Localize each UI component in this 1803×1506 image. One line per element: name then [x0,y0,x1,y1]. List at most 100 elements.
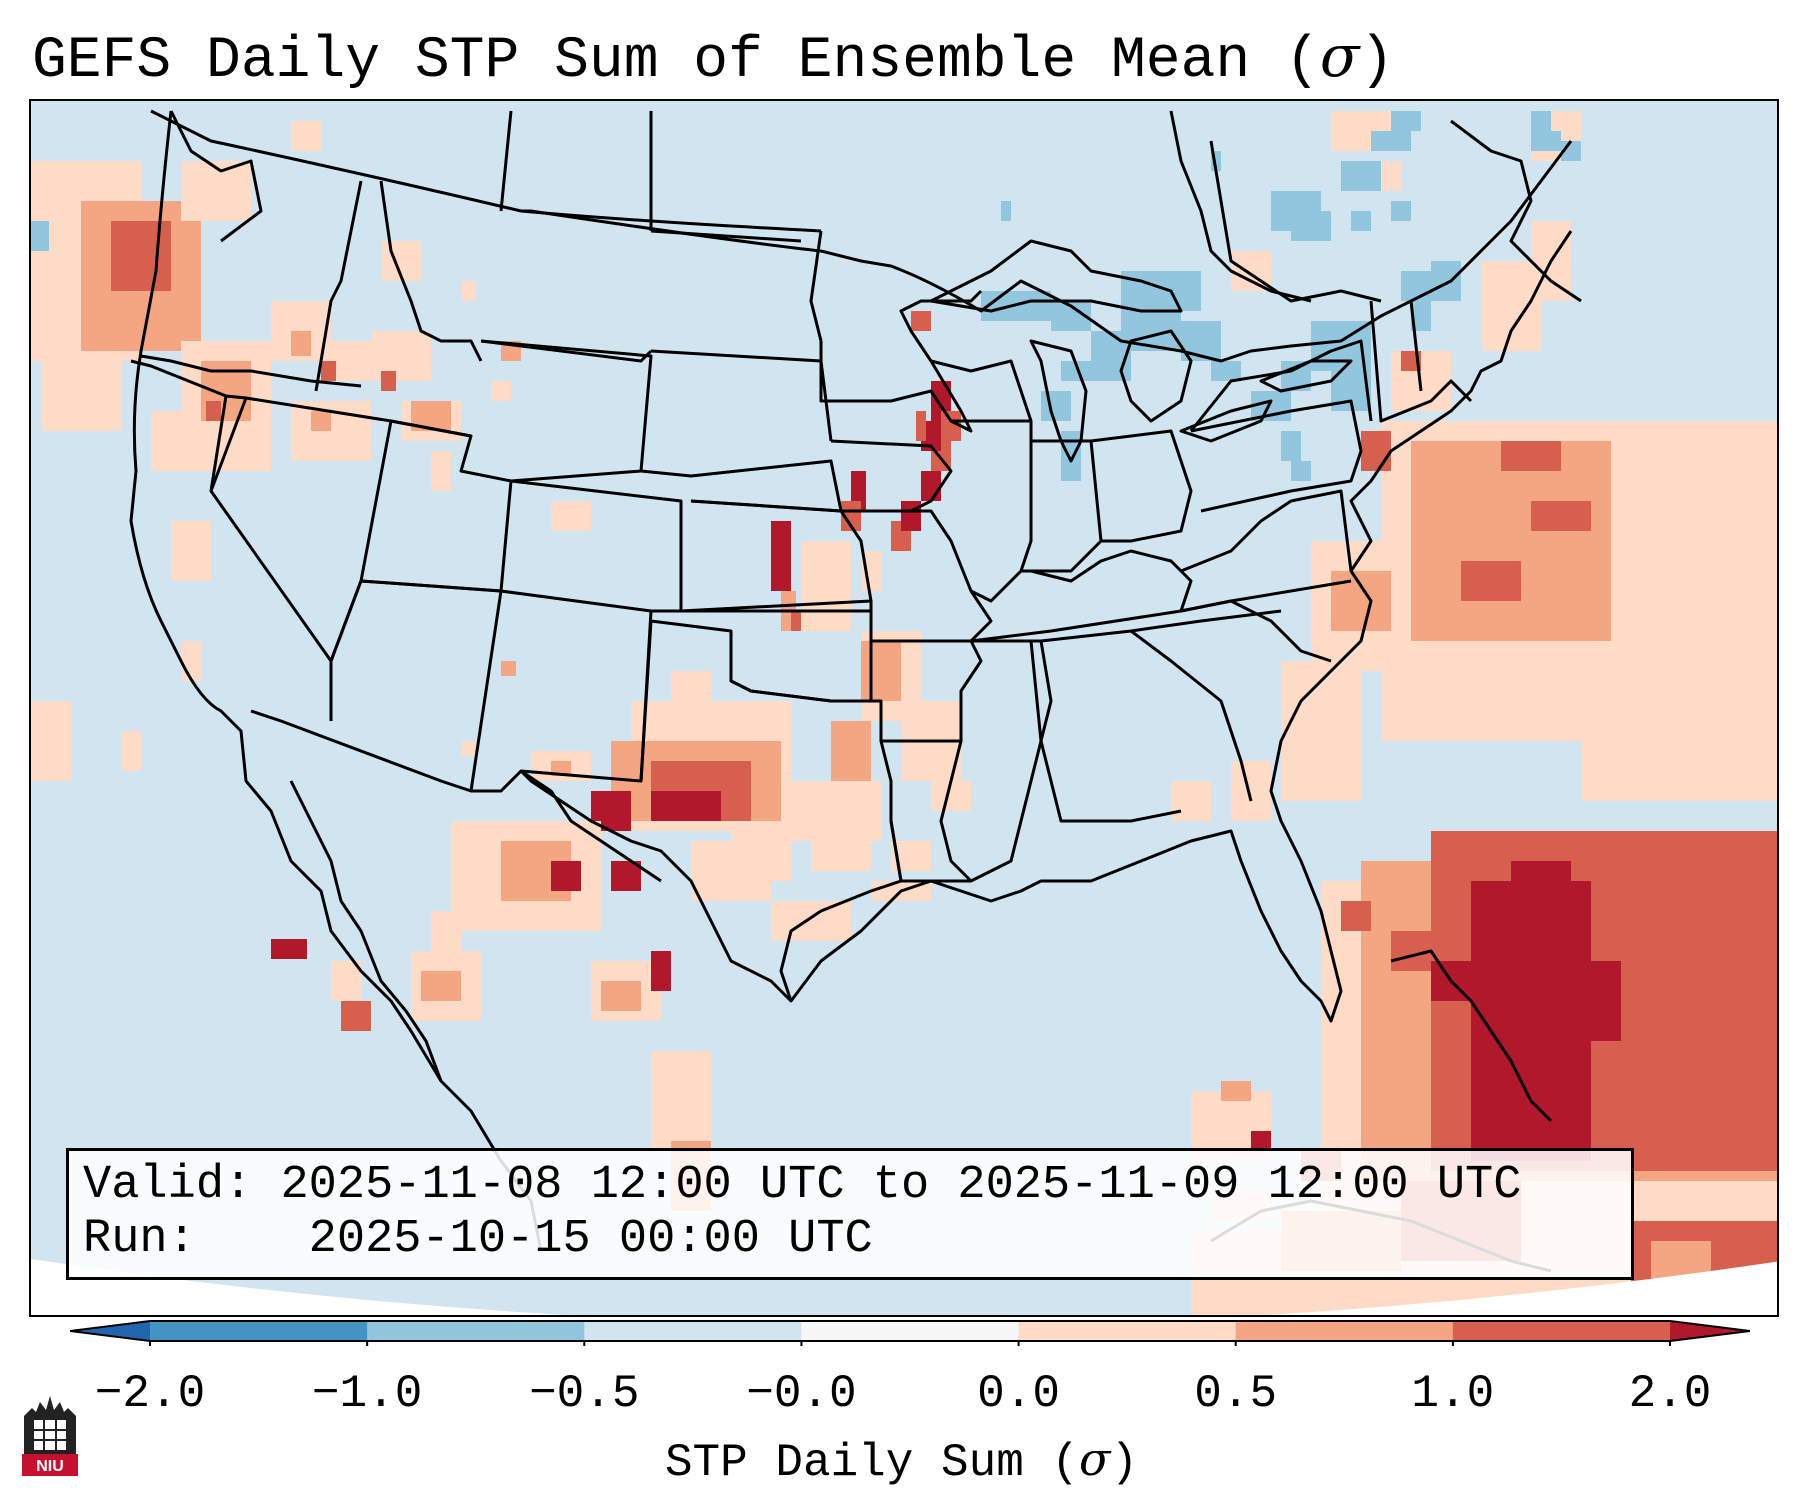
anomaly-cell [901,501,921,531]
border-ca-nv [209,395,333,721]
colorbar-segment [367,1321,585,1341]
anomaly-cell [861,641,901,701]
coast-bc [169,110,263,243]
colorbar-tick-label: 0.5 [1194,1368,1278,1420]
anomaly-cell [421,971,461,1001]
anomaly-cell [1231,761,1271,821]
anomaly-cell [771,901,851,941]
border-id [314,180,363,392]
anomaly-cell [151,411,191,471]
anomaly-cell [31,701,71,781]
map-panel [29,99,1779,1317]
anomaly-cell [1581,961,1621,1041]
anomaly-cell [181,161,251,221]
valid-value: 2025-11-08 12:00 UTC to 2025-11-09 12:00… [280,1159,1522,1212]
valid-run-box: Valid: 2025-11-08 12:00 UTC to 2025-11-0… [66,1148,1634,1280]
border-nd-sd [650,229,802,243]
anomaly-cell [1341,901,1371,931]
anomaly-cell [206,401,221,421]
colorbar-segment [1452,1321,1671,1341]
anomaly-cell [1001,201,1011,221]
anomaly-cell [771,521,791,591]
anomaly-cell [121,731,141,771]
coast-west [129,110,543,1252]
border-ky [1030,549,1193,612]
anomaly-cell [1531,131,1561,151]
colorbar-label-close: ) [1110,1437,1139,1489]
colorbar-over-arrow [1670,1321,1750,1341]
colorbar-segment [150,1321,368,1341]
border-canada [150,109,1573,363]
colorbar-label-sigma: σ [1079,1432,1111,1486]
colorbar-tick-label: 2.0 [1628,1368,1712,1420]
border-id-mt [379,180,483,362]
anomaly-cell [651,951,671,991]
border-il [951,419,1033,603]
coast-maritime [1450,119,1582,303]
colorbar [70,1320,1750,1346]
anomaly-cell [1281,431,1301,461]
anomaly-cell [181,641,201,681]
coast-gulf [789,230,1573,1023]
anomaly-cell [551,861,581,891]
anomaly-cell [551,501,591,531]
anomaly-cell [1581,721,1777,801]
anomaly-cell [841,501,861,531]
anomaly-cell [1121,271,1201,311]
colorbar-segment [801,1321,1020,1341]
anomaly-cell [1091,331,1131,381]
border-wy [480,339,653,483]
anomaly-cell [551,761,571,776]
anomaly-cell [1411,441,1611,641]
colorbar-tick-label: 1.0 [1411,1368,1495,1420]
anomaly-cell [911,311,931,331]
anomaly-cell [671,671,711,711]
anomaly-cell [941,411,961,441]
anomaly-cell [721,761,751,821]
colorbar-tick-label: −0.5 [529,1368,640,1420]
anomaly-cell [291,121,321,151]
coast-bahamas [1390,949,1553,1123]
colorbar-ticks [149,1341,1671,1346]
valid-label: Valid: [83,1159,253,1212]
anomaly-cell [321,361,336,381]
anomaly-cell [921,471,941,501]
anomaly-cell [431,911,461,951]
anomaly-cell [271,939,307,959]
anomaly-cell [801,541,851,631]
coast-baja [289,780,443,1082]
anomaly-cell [1511,861,1571,941]
colorbar-tick-label: −1.0 [311,1368,423,1420]
title-sigma: σ [1319,22,1360,90]
anomaly-cell [651,1051,711,1151]
run-value: 2025-10-15 00:00 UTC [308,1213,873,1266]
colorbar-tick-label: −2.0 [94,1368,206,1420]
lake-erie [1179,399,1273,443]
colorbar-label: STP Daily Sum (σ) [0,1432,1803,1489]
anomaly-cell [291,331,311,356]
colorbar-tick-label: −0.0 [746,1368,857,1420]
anomaly-cell [1351,211,1371,231]
title-close: ) [1359,29,1395,94]
border-ks [680,499,873,613]
anomaly-cell [31,221,49,251]
border-ne-states [1369,300,1473,423]
anomaly-cell [431,451,451,491]
anomaly-cell [1211,151,1221,171]
anomaly-cell [1221,1081,1251,1101]
anomaly-cell [1211,361,1241,381]
stp-anomaly-cells [31,111,1777,1315]
anomaly-cell [831,721,871,781]
anomaly-cell [1391,111,1421,131]
anomaly-cell [331,961,361,1001]
anomaly-cell [1331,571,1391,631]
lake-superior [929,239,1183,313]
anomaly-cell [601,981,641,1011]
anomaly-cell [1461,561,1521,601]
border-wa-or [140,354,362,388]
figure-title: GEFS Daily STP Sum of Ensemble Mean (σ) [32,22,1394,94]
anomaly-cell [171,521,211,581]
anomaly-cell [371,331,431,381]
lake-huron [1119,329,1193,423]
